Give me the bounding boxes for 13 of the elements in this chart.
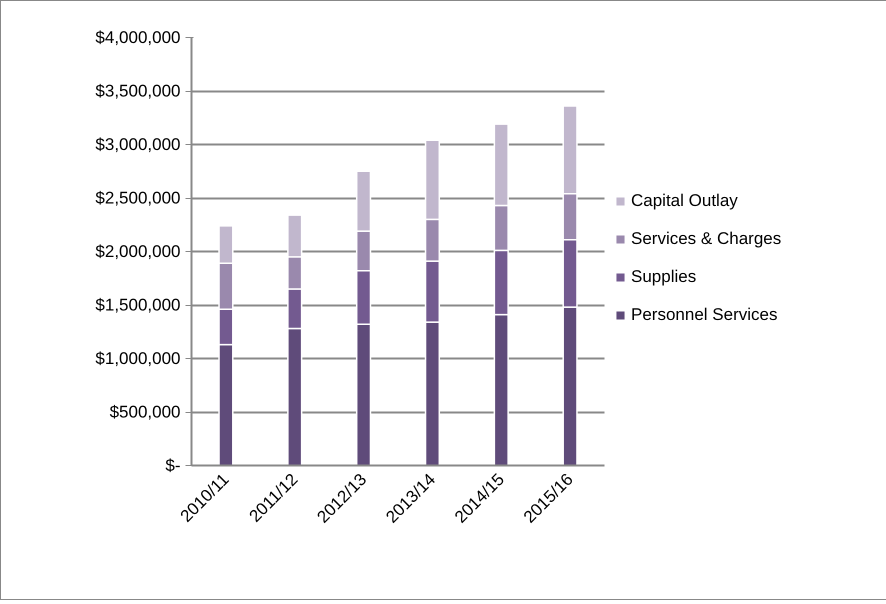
y-tick-label: $1,500,000 xyxy=(95,296,181,314)
legend-label: Personnel Services xyxy=(631,305,778,325)
legend-label: Services & Charges xyxy=(631,229,782,249)
y-tick-label: $2,500,000 xyxy=(95,188,181,208)
y-tick-label: $500,000 xyxy=(110,402,180,422)
y-tick-label: $3,500,000 xyxy=(95,82,181,100)
y-tick-label: $1,000,000 xyxy=(95,349,181,368)
y-tick-label: $4,000,000 xyxy=(95,28,181,47)
y-tick-label: $3,000,000 xyxy=(95,135,181,154)
y-tick-label: $2,000,000 xyxy=(95,242,181,261)
legend-label: Supplies xyxy=(631,267,696,287)
y-tick-label: $- xyxy=(165,456,181,475)
legend-label: Capital Outlay xyxy=(631,191,738,211)
